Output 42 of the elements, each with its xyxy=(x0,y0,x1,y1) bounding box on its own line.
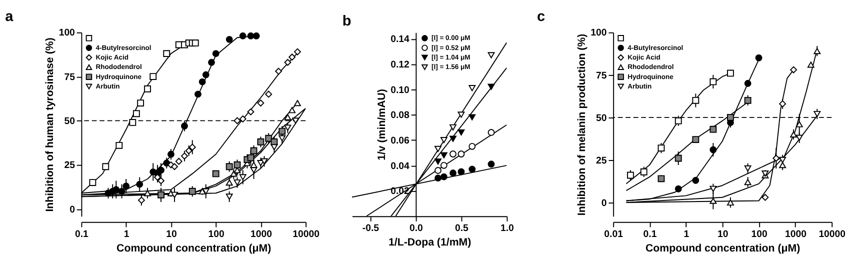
x-tick-label: 1 xyxy=(684,228,690,240)
x-tick-label: 10 xyxy=(717,228,728,240)
y-tick-label: 0.06 xyxy=(390,135,410,146)
x-tick-label: 1.0 xyxy=(500,223,514,234)
y-tick-label: 0.10 xyxy=(390,84,410,96)
y-tick-label: 0.14 xyxy=(390,34,410,46)
x-tick-label: 1000 xyxy=(784,228,806,240)
x-tick-label: -0.5 xyxy=(362,223,380,234)
y-tick-label: 0.04 xyxy=(390,160,410,172)
x-tick-label: 1 xyxy=(124,228,130,240)
y-axis-title: 1/v (min/mAU) xyxy=(376,88,388,160)
x-tick-label: 10 xyxy=(166,228,177,240)
x-axis-title: Compound concentration (μM) xyxy=(116,242,272,254)
x-axis-title: Compound concentration (μM) xyxy=(646,242,801,254)
y-axis-title: Inhibition of human tyrosinase (%) xyxy=(44,37,56,212)
y-axis-title: Inhibition of melanin production (%) xyxy=(576,33,588,216)
y-tick-label: 25 xyxy=(64,160,76,172)
x-tick-label: 1000 xyxy=(250,228,272,240)
y-tick-label: 0 xyxy=(601,198,607,209)
x-tick-label: 100 xyxy=(751,228,768,240)
y-tick-label: 100 xyxy=(58,28,75,39)
y-tick-label: 0 xyxy=(70,204,75,216)
x-tick-label: 0.5 xyxy=(454,223,470,234)
x-tick-label: 0.1 xyxy=(74,228,90,240)
y-tick-label: 75 xyxy=(596,70,608,82)
y-tick-label: 0.12 xyxy=(390,59,410,70)
x-axis-title: 1/L-Dopa (1/mM) xyxy=(388,236,472,249)
chart-title: b xyxy=(342,14,352,30)
chart-title: c xyxy=(536,8,546,25)
x-tick-label: 100 xyxy=(208,228,224,240)
chart-title: a xyxy=(5,8,14,25)
y-tick-label: 75 xyxy=(64,72,76,83)
y-tick-label: 25 xyxy=(596,155,608,166)
x-tick-label: 0.01 xyxy=(604,228,624,240)
x-tick-label: 10000 xyxy=(818,228,846,240)
x-tick-label: 0.0 xyxy=(409,223,423,234)
x-tick-label: 0.1 xyxy=(643,228,658,240)
y-tick-label: 100 xyxy=(590,28,607,39)
y-tick-label: 0.08 xyxy=(390,110,410,122)
y-tick-label: 50 xyxy=(64,116,75,128)
x-tick-label: 10000 xyxy=(292,228,320,240)
y-tick-label: 50 xyxy=(596,112,607,124)
